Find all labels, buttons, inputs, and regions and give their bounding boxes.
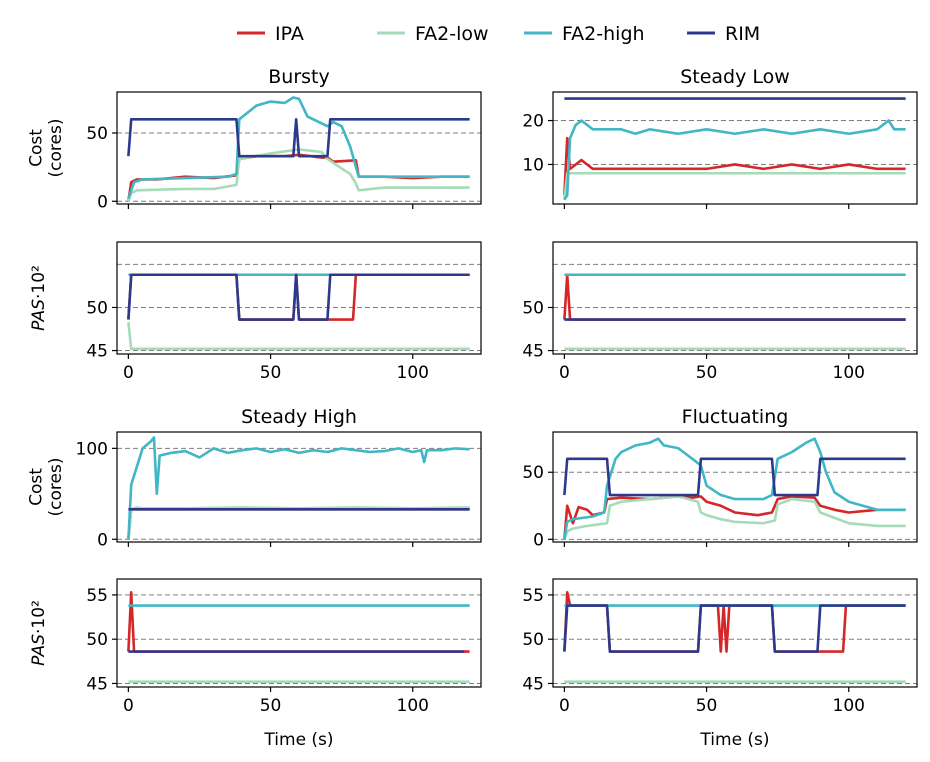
legend-entry-rim: RIM bbox=[687, 23, 760, 45]
x-tick-label: 100 bbox=[833, 363, 865, 383]
series-line-rim bbox=[563, 604, 906, 653]
y-tick-label: 100 bbox=[76, 439, 108, 459]
y-axis-label: PAS·10² bbox=[29, 265, 49, 331]
series-line-ipa bbox=[563, 273, 906, 321]
x-tick-label: 50 bbox=[260, 363, 282, 383]
legend-entry-ipa: IPA bbox=[237, 23, 304, 45]
x-tick-label: 50 bbox=[696, 363, 718, 383]
legend-label: FA2-low bbox=[415, 23, 489, 45]
y-tick-label: 45 bbox=[522, 342, 544, 362]
x-tick-label: 100 bbox=[397, 696, 429, 716]
panel-title: Steady High bbox=[241, 406, 357, 428]
x-tick-label: 0 bbox=[559, 696, 570, 716]
x-tick-label: 0 bbox=[123, 363, 134, 383]
series-line-ipa bbox=[563, 590, 906, 653]
y-tick-label: 50 bbox=[86, 630, 108, 650]
legend-label: FA2-high bbox=[562, 23, 645, 45]
x-tick-label: 0 bbox=[123, 696, 134, 716]
y-tick-label: 45 bbox=[86, 674, 108, 694]
series-line-rim bbox=[563, 457, 906, 497]
y-tick-label: 50 bbox=[86, 124, 108, 144]
plot-frame bbox=[552, 241, 918, 355]
panel-fluctuating-cost: 0 50 Fluctuating bbox=[522, 406, 918, 550]
panel-title: Steady Low bbox=[680, 66, 790, 88]
legend: IPA FA2-low FA2-high RIM bbox=[237, 23, 760, 45]
x-axis-label: Time (s) bbox=[699, 730, 769, 750]
legend-entry-fa2-low: FA2-low bbox=[377, 23, 489, 45]
x-tick-label: 100 bbox=[833, 696, 865, 716]
plot-frame bbox=[116, 91, 482, 205]
plot-frame bbox=[116, 241, 482, 355]
series-line-fa2-low bbox=[127, 321, 470, 351]
y-tick-label: 45 bbox=[86, 342, 108, 362]
series-line-ipa bbox=[127, 507, 470, 540]
series-line-fa2-low bbox=[127, 506, 470, 540]
panel-bursty-cost: 0 50 Bursty Cost(cores) bbox=[26, 66, 482, 212]
plot-frame bbox=[552, 578, 918, 688]
panel-steady-low-pas: 45 50 0 50 100 bbox=[522, 241, 918, 383]
plot-frame bbox=[552, 91, 918, 205]
series-line-fa2-high bbox=[127, 96, 470, 199]
plot-frame bbox=[116, 578, 482, 688]
y-tick-label: 10 bbox=[522, 155, 544, 175]
series-line-fa2-high bbox=[563, 437, 906, 540]
legend-entry-fa2-high: FA2-high bbox=[524, 23, 645, 45]
panel-bursty-pas: 45 50 0 50 100 PAS·10² bbox=[29, 241, 482, 383]
y-tick-label: 55 bbox=[86, 586, 108, 606]
x-tick-label: 0 bbox=[559, 363, 570, 383]
panel-fluctuating-pas: 45 50 55 0 50 100 Time (s) bbox=[522, 578, 918, 750]
series-line-fa2-high bbox=[563, 119, 906, 201]
y-tick-label: 50 bbox=[522, 463, 544, 483]
series-line-fa2-low bbox=[127, 148, 470, 202]
panel-steady-high-cost: 0 100 Steady High Cost(cores) bbox=[26, 406, 482, 550]
series-line-fa2-low bbox=[563, 171, 906, 200]
series-line-ipa bbox=[127, 590, 470, 653]
x-tick-label: 100 bbox=[397, 363, 429, 383]
y-axis-label: Cost(cores) bbox=[26, 119, 66, 178]
series-line-fa2-high bbox=[127, 436, 470, 540]
y-tick-label: 0 bbox=[97, 192, 108, 212]
x-axis-label: Time (s) bbox=[263, 730, 333, 750]
series-line-fa2-low bbox=[563, 495, 906, 540]
panel-title: Bursty bbox=[268, 66, 329, 88]
legend-label: IPA bbox=[275, 23, 304, 45]
y-tick-label: 0 bbox=[97, 530, 108, 550]
panel-steady-low-cost: 10 20 Steady Low bbox=[522, 66, 918, 209]
series-line-rim bbox=[127, 118, 470, 158]
series-line-rim bbox=[127, 273, 470, 321]
y-tick-label: 0 bbox=[533, 530, 544, 550]
plot-frame bbox=[552, 431, 918, 543]
panel-steady-high-pas: 45 50 55 0 50 100 PAS·10² Time (s) bbox=[29, 578, 482, 750]
legend-label: RIM bbox=[725, 23, 760, 45]
y-axis-label: Cost(cores) bbox=[26, 458, 66, 517]
y-tick-label: 50 bbox=[86, 298, 108, 318]
plot-frame bbox=[116, 431, 482, 543]
y-tick-label: 50 bbox=[522, 298, 544, 318]
x-tick-label: 50 bbox=[696, 696, 718, 716]
y-axis-label: PAS·10² bbox=[29, 600, 49, 666]
series-line-ipa bbox=[563, 136, 906, 196]
panel-title: Fluctuating bbox=[682, 406, 789, 428]
y-tick-label: 45 bbox=[522, 674, 544, 694]
y-tick-label: 20 bbox=[522, 112, 544, 132]
x-tick-label: 50 bbox=[260, 696, 282, 716]
y-tick-label: 55 bbox=[522, 586, 544, 606]
y-tick-label: 50 bbox=[522, 630, 544, 650]
series-line-ipa bbox=[563, 495, 906, 540]
